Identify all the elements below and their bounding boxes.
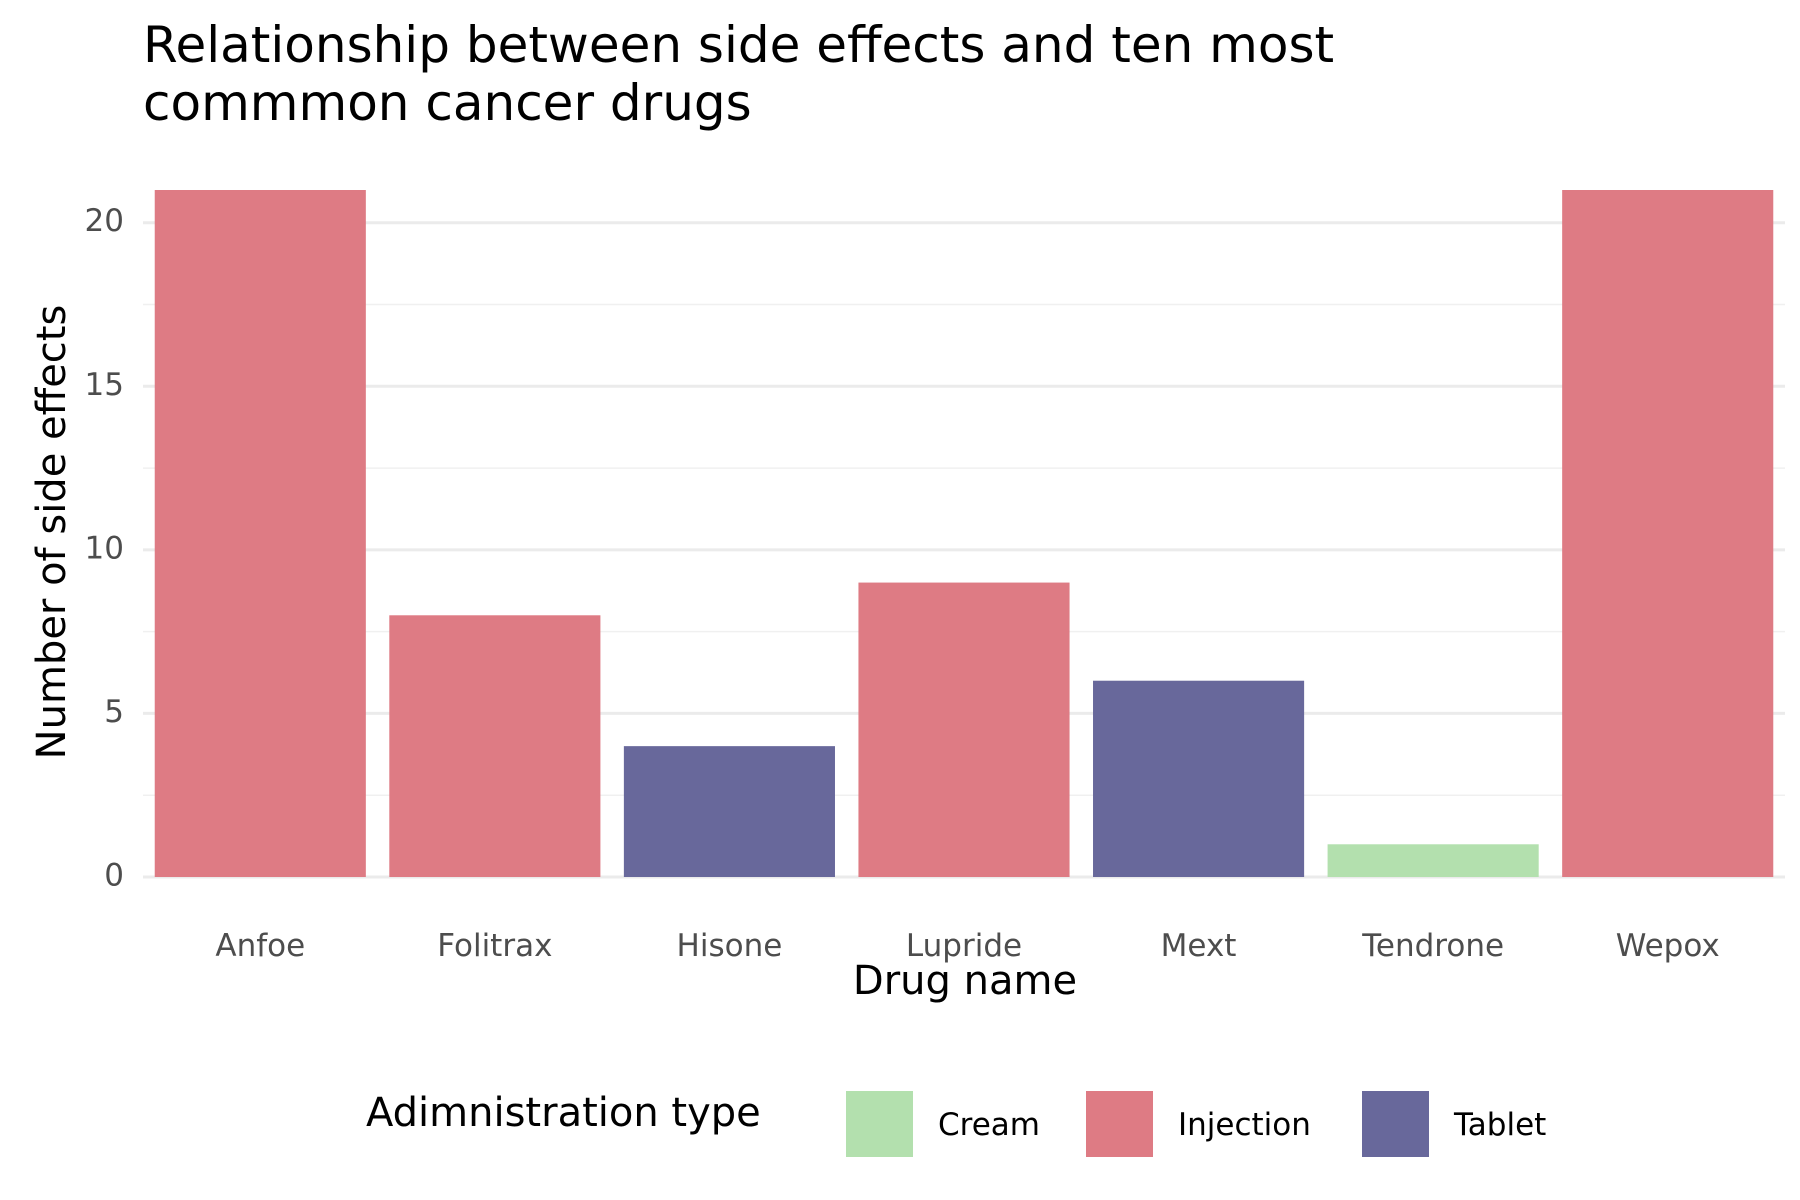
x-axis-ticks: Anfoe Folitrax Hisone Lupride Mext Tendrone We… — [215, 928, 1719, 964]
legend-label: Tablet — [1453, 1107, 1546, 1143]
x-tick-label: Lupride — [906, 928, 1022, 964]
legend: Adimnistration type Cream Injection Tablet — [366, 1090, 1546, 1157]
x-tick-label: Folitrax — [437, 928, 552, 964]
y-tick-label: 10 — [85, 530, 124, 566]
y-tick-label: 20 — [85, 203, 124, 239]
legend-key-injection — [1086, 1091, 1153, 1157]
legend-key-cream — [846, 1091, 913, 1157]
x-axis-title: Drug name — [853, 958, 1077, 1004]
x-tick-label: Mext — [1161, 928, 1237, 964]
legend-items: Cream Injection Tablet — [846, 1091, 1546, 1157]
y-tick-label: 5 — [104, 694, 124, 730]
legend-label: Cream — [938, 1107, 1040, 1143]
bar-folitrax — [389, 615, 601, 877]
y-axis-title: Number of side effects — [29, 305, 75, 760]
bar-anfoe — [154, 190, 366, 877]
chart-title-line-2: commmon cancer drugs — [143, 74, 752, 132]
legend-label: Injection — [1178, 1107, 1311, 1143]
x-tick-label: Anfoe — [215, 928, 305, 964]
y-tick-label: 0 — [104, 858, 124, 894]
x-tick-label: Tendrone — [1361, 928, 1504, 964]
legend-title: Adimnistration type — [366, 1090, 761, 1136]
bar-tendrone — [1327, 844, 1539, 877]
bar-lupride — [858, 582, 1070, 877]
chart-title: Relationship between side effects and te… — [143, 16, 1334, 132]
x-tick-label: Wepox — [1616, 928, 1720, 964]
bar-hisone — [623, 746, 835, 877]
x-tick-label: Hisone — [677, 928, 783, 964]
chart-title-line-1: Relationship between side effects and te… — [143, 16, 1335, 74]
bar-mext — [1093, 680, 1305, 877]
y-axis-ticks: 0 5 10 15 20 — [85, 203, 124, 893]
bars — [154, 190, 1774, 877]
legend-key-tablet — [1362, 1091, 1429, 1157]
bar-wepox — [1562, 190, 1774, 877]
y-tick-label: 15 — [85, 367, 124, 403]
